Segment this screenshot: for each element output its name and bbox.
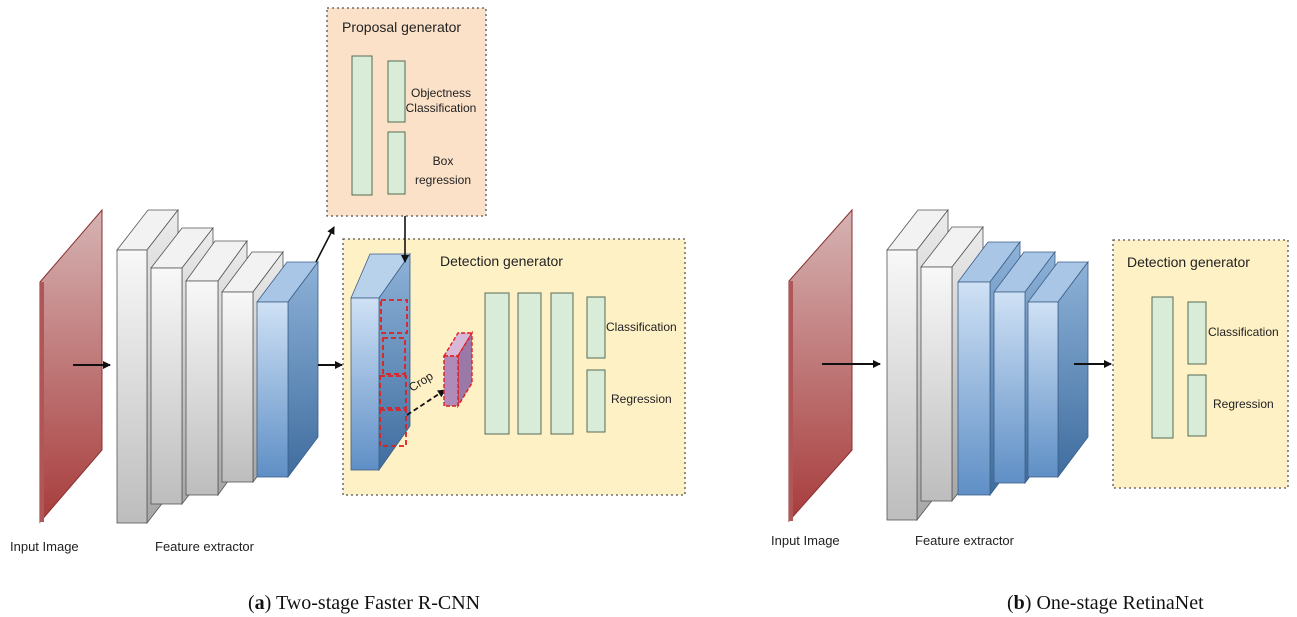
feature-extractor-label-right: Feature extractor [915,533,1015,548]
proposal-box [379,409,407,447]
caption-text-left: Two-stage Faster R-CNN [271,592,480,614]
detection-generator-box-left: Detection generator Crop Cl [342,216,686,496]
caption-right: (b) One-stage RetinaNet [1007,592,1204,614]
classification-label-left: Classification [606,320,677,334]
input-image-slab-right [788,208,853,523]
input-image-slab-left [39,208,103,524]
detection-fc-block [550,292,574,435]
classification-block-left [586,296,606,359]
box-label-line1: Box [433,154,454,168]
proposal-generator-title: Proposal generator [342,19,461,35]
objectness-label-line2: Classification [406,101,477,115]
proposal-conv-block [351,55,373,196]
detection-fc-block [484,292,510,435]
roi-feature-map [350,252,411,472]
feature-extractor-left [116,208,319,525]
detection-fc-block [517,292,542,435]
regression-label-right: Regression [1213,397,1274,411]
caption-letter-left: a [255,592,265,614]
proposal-generator-box: Proposal generator Objectness Classifica… [326,7,487,217]
proposal-box [380,299,408,334]
input-image-label-right: Input Image [771,533,840,548]
regression-label-left: Regression [611,392,672,406]
proposal-box [379,375,407,409]
caption-letter-right: b [1014,592,1025,614]
caption-text-right: One-stage RetinaNet [1031,592,1204,614]
detection-generator-title-right: Detection generator [1127,254,1250,270]
box-regression-block [387,131,406,195]
regression-block-right [1187,374,1207,437]
cropped-roi [442,330,474,409]
feature-extractor-label-left: Feature extractor [155,539,255,554]
feature-layer-blue [256,260,319,479]
regression-block-left [586,369,606,433]
caption-left: (a) Two-stage Faster R-CNN [248,592,480,614]
feature-extractor-right [886,208,1089,522]
proposal-box [382,337,406,375]
arrow-extractor-to-proposal [315,226,335,263]
classification-label-right: Classification [1208,325,1279,339]
objectness-label-line1: Objectness [411,86,471,100]
detection-generator-box-right: Detection generator Classification Regre… [1112,239,1289,489]
objectness-block [387,60,406,123]
feature-layer-blue [1027,260,1089,479]
input-image-label-left: Input Image [10,539,79,554]
box-label-line2: regression [415,173,471,187]
classification-block-right [1187,301,1207,365]
detection-conv-block-right [1151,296,1174,439]
detection-generator-title-left: Detection generator [440,253,563,269]
